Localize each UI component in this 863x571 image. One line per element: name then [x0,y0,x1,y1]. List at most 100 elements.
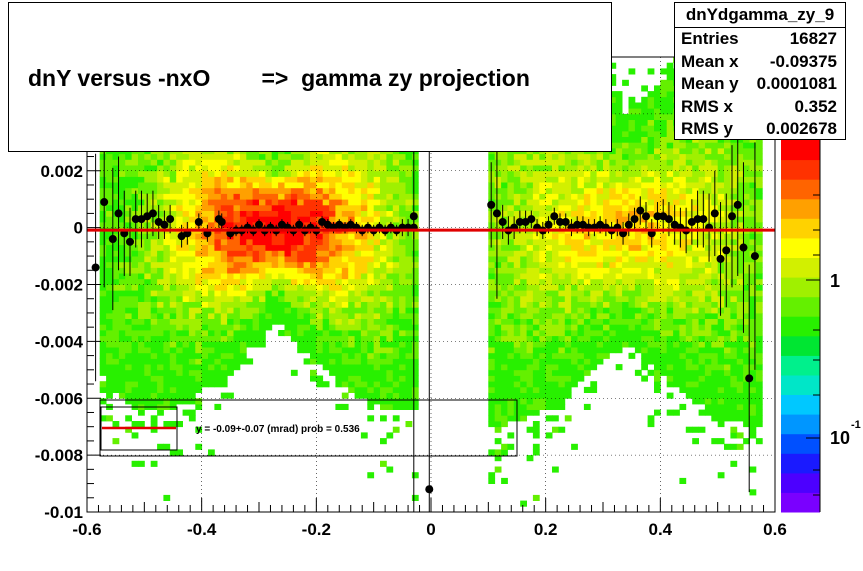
heatmap-cell [392,261,400,268]
heatmap-cell [335,244,343,251]
heatmap-cell [157,392,164,399]
heatmap-cell [692,369,699,376]
heatmap-cell [520,398,527,405]
heatmap-cell [297,273,304,280]
heatmap-cell [654,341,661,348]
heatmap-cell [564,341,572,348]
heatmap-cell [138,341,145,348]
heatmap-cell [411,199,419,206]
heatmap-cell [711,341,719,348]
heatmap-cell [380,278,387,285]
heatmap-cell [138,409,145,416]
heatmap-cell [195,369,203,376]
heatmap-cell [590,210,598,217]
heatmap-cell [558,256,566,263]
heatmap-cell [507,364,515,371]
heatmap-cell [724,375,731,382]
heatmap-cell [316,352,324,359]
heatmap-cell [252,341,260,348]
heatmap-cell [380,324,387,331]
heatmap-cell [532,273,540,280]
heatmap-cell [405,233,413,240]
heatmap-cell [717,301,725,308]
heatmap-cell [692,318,699,325]
heatmap-cell [259,335,266,342]
heatmap-cell [367,244,375,251]
heatmap-cell [596,335,604,342]
heatmap-cell [622,136,629,143]
heatmap-cell [558,290,566,297]
heatmap-cell [641,239,648,246]
heatmap-cell [717,335,725,342]
heatmap-cell [654,96,661,103]
heatmap-cell [233,261,241,268]
heatmap-cell [246,153,254,160]
heatmap-cell [698,335,706,342]
heatmap-cell [144,267,152,274]
heatmap-cell [583,244,591,251]
heatmap-cell [571,244,578,251]
heatmap-cell [176,352,183,359]
heatmap-cell [360,432,368,439]
heatmap-cell [666,330,674,337]
heatmap-cell [106,295,113,302]
heatmap-cell [520,153,527,160]
heatmap-cell [373,301,381,308]
heatmap-cell [176,381,183,388]
heatmap-cell [303,324,311,331]
heatmap-cell [354,176,362,183]
heatmap-cell [144,301,152,308]
heatmap-cell [698,204,706,211]
heatmap-cell [182,239,190,246]
heatmap-cell [157,170,164,177]
heatmap-cell [201,307,209,314]
heatmap-cell [634,273,642,280]
heatmap-cell [316,244,324,251]
heatmap-cell [157,295,164,302]
heatmap-cell [392,267,400,274]
heatmap-cell [685,426,693,433]
heatmap-cell [195,381,203,388]
heatmap-cell [157,261,164,268]
heatmap-cell [195,301,203,308]
heatmap-cell [195,278,203,285]
heatmap-cell [558,381,566,388]
heatmap-cell [501,301,508,308]
heatmap-cell [603,284,610,291]
heatmap-cell [711,375,719,382]
heatmap-cell [392,375,400,382]
heatmap-cell [322,318,330,325]
heatmap-cell [112,239,120,246]
heatmap-cell [239,187,247,194]
heatmap-cell [99,233,107,240]
heatmap-cell [265,159,273,166]
heatmap-cell [577,261,585,268]
heatmap-cell [583,250,591,257]
heatmap-cell [577,256,585,263]
heatmap-cell [278,182,285,189]
heatmap-cell [545,352,553,359]
heatmap-cell [660,130,668,137]
heatmap-cell [685,381,693,388]
heatmap-cell [239,216,247,223]
heatmap-cell [367,472,375,479]
heatmap-cell [144,386,152,393]
heatmap-cell [118,341,126,348]
heatmap-cell [405,216,413,223]
heatmap-cell [227,199,234,206]
heatmap-cell [214,153,222,160]
heatmap-cell [552,233,559,240]
heatmap-cell [208,290,215,297]
heatmap-cell [329,273,336,280]
heatmap-cell [641,148,648,155]
heatmap-cell [577,239,585,246]
heatmap-cell [150,278,158,285]
heatmap-cell [692,295,699,302]
heatmap-cell [303,273,311,280]
heatmap-cell [545,199,553,206]
heatmap-cell [252,159,260,166]
heatmap-cell [335,290,343,297]
heatmap-cell [188,244,196,251]
heatmap-cell [169,392,177,399]
heatmap-cell [692,153,699,160]
